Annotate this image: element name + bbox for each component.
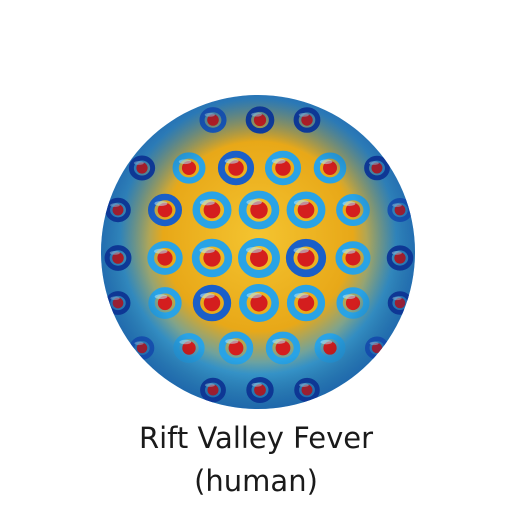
caption-title: Rift Valley Fever (0, 424, 512, 453)
caption-host: (human) (0, 467, 512, 496)
virus-edge-shading (101, 95, 415, 409)
